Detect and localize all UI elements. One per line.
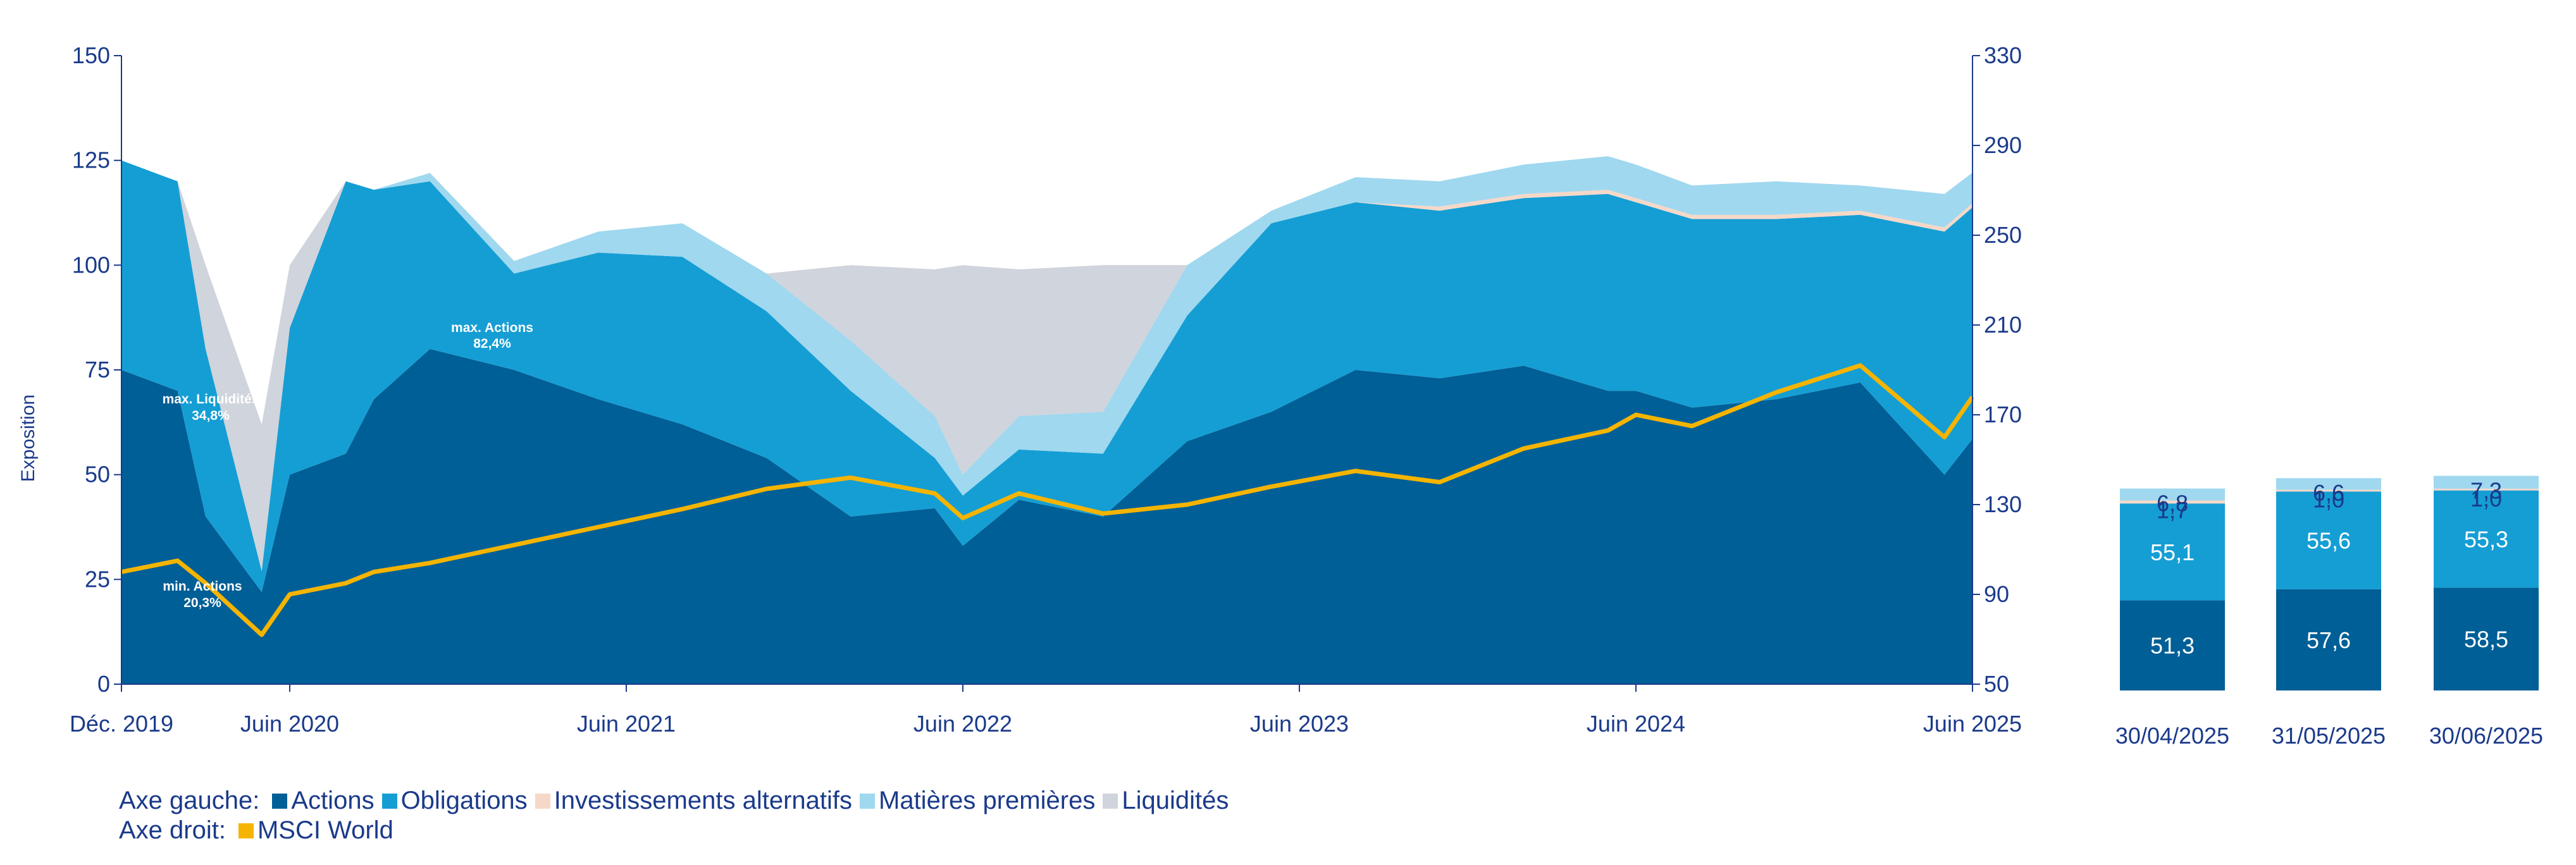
bar-segment-actions — [2120, 600, 2225, 690]
bar-data-label: 57,6 — [2307, 627, 2351, 653]
legend-item-obligations: Obligations — [381, 787, 528, 815]
annotation-label: max. Actions — [451, 321, 533, 335]
legend-swatch — [860, 793, 875, 809]
y-left-tick-label: 50 — [85, 462, 110, 488]
bar-data-label: 6,8 — [2157, 491, 2188, 517]
y-left-tick-label: 150 — [72, 42, 110, 68]
area-chart-axes: 0 25 50 75 100 125 150 50 90 130 170 210 250 290 330 Dé… — [70, 42, 2022, 737]
bar-segment-investissements-alternatifs — [2434, 488, 2539, 491]
bar-segment-obligations — [2434, 490, 2539, 588]
annotation-label: min. Actions — [163, 579, 242, 594]
legend-item-liquidites: Liquidités — [1103, 787, 1229, 815]
area-series-liquidit-s — [121, 156, 1972, 572]
bar-segment-actions — [2276, 589, 2381, 690]
msci-world-line — [121, 363, 1974, 637]
legend-item-label: Actions — [291, 787, 375, 814]
legend-swatch — [381, 793, 397, 809]
y-right-tick-label: 210 — [1984, 312, 2022, 338]
legend-left-axis: Axe gauche: Actions Obligations Investis… — [119, 787, 1236, 815]
legend-item-label: Obligations — [400, 787, 528, 814]
legend-left-axis-label: Axe gauche: — [119, 787, 260, 814]
x-tick-label: Déc. 2019 — [70, 711, 173, 737]
bar-data-label: 1,7 — [2157, 497, 2188, 523]
y-left-tick-label: 0 — [97, 671, 110, 697]
bar-segment-investissements-alternatifs — [2120, 500, 2225, 504]
y-left-tick-label: 25 — [85, 566, 110, 592]
bar-segment-obligations — [2120, 503, 2225, 601]
legend-swatch — [1103, 793, 1118, 809]
bar-data-label: 7,3 — [2470, 478, 2502, 504]
legend-right-axis: Axe droit: MSCI World — [119, 816, 401, 845]
y-right-tick-label: 90 — [1984, 581, 2009, 607]
x-tick-label: Juin 2022 — [913, 711, 1012, 737]
legend-item-matieres: Matières premières — [860, 787, 1095, 815]
area-chart — [121, 156, 1974, 684]
legend-swatch — [272, 793, 288, 809]
bar-segment-mati-res-premi-res — [2276, 478, 2381, 490]
legend-swatch — [238, 823, 254, 838]
legend-item-msci-world: MSCI World — [238, 816, 393, 845]
x-tick-label: Juin 2024 — [1587, 711, 1685, 737]
area-series-mati-res-premi-res — [121, 156, 1972, 572]
bar-data-label: 55,6 — [2307, 528, 2351, 554]
y-right-tick-label: 130 — [1984, 491, 2022, 517]
y-right-tick-label: 330 — [1984, 42, 2022, 68]
bar-segment-mati-res-premi-res — [2434, 475, 2539, 489]
annotation-label: max. Liquidités — [163, 392, 259, 407]
legend-item-label: MSCI World — [257, 816, 393, 844]
bar-segment-investissements-alternatifs — [2276, 489, 2381, 492]
x-tick-label: Juin 2020 — [240, 711, 339, 737]
x-tick-label: Juin 2025 — [1923, 711, 2022, 737]
annotation-value: 20,3% — [183, 596, 221, 610]
x-tick-label: Juin 2023 — [1250, 711, 1349, 737]
bar-data-label: 58,5 — [2464, 627, 2508, 653]
legend-item-actions: Actions — [272, 787, 375, 815]
bar-data-label: 51,3 — [2150, 633, 2195, 659]
area-series-actions — [121, 348, 1972, 684]
bar-data-label: 55,3 — [2464, 527, 2508, 553]
y-right-tick-label: 170 — [1984, 402, 2022, 427]
bar-segment-mati-res-premi-res — [2120, 488, 2225, 501]
y-left-tick-label: 75 — [85, 357, 110, 383]
annotation-value: 82,4% — [473, 336, 511, 351]
bar-data-label: 6,6 — [2313, 480, 2344, 506]
bar-segment-obligations — [2276, 491, 2381, 589]
stacked-bar-chart: 51,355,11,76,830/04/202557,655,61,06,631… — [2115, 475, 2543, 749]
y-right-tick-label: 290 — [1984, 132, 2022, 158]
bar-category-label: 30/06/2025 — [2429, 723, 2543, 749]
legend-item-alternatifs: Investissements alternatifs — [535, 787, 852, 815]
y-right-tick-label: 50 — [1984, 671, 2009, 697]
legend-right-axis-label: Axe droit: — [119, 816, 226, 844]
bar-category-label: 31/05/2025 — [2272, 723, 2386, 749]
bar-data-label: 1,0 — [2313, 487, 2344, 513]
area-series-obligations — [121, 160, 1972, 592]
legend-swatch — [535, 793, 550, 809]
bar-segment-actions — [2434, 587, 2539, 690]
y-axis-label: Exposition — [18, 395, 39, 482]
annotation-value: 34,8% — [192, 408, 230, 423]
y-left-tick-label: 125 — [72, 147, 110, 173]
y-left-tick-label: 100 — [72, 252, 110, 278]
bar-data-label: 1,0 — [2470, 486, 2502, 512]
bar-data-label: 55,1 — [2150, 539, 2195, 565]
x-tick-label: Juin 2021 — [577, 711, 676, 737]
bar-category-label: 30/04/2025 — [2115, 723, 2229, 749]
legend-item-label: Investissements alternatifs — [554, 787, 852, 814]
area-chart-annotations: max. Actions 82,4% max. Liquidités 34,8%… — [163, 321, 533, 610]
legend-item-label: Liquidités — [1122, 787, 1229, 814]
legend-item-label: Matières premières — [879, 787, 1096, 814]
y-right-tick-label: 250 — [1984, 222, 2022, 248]
